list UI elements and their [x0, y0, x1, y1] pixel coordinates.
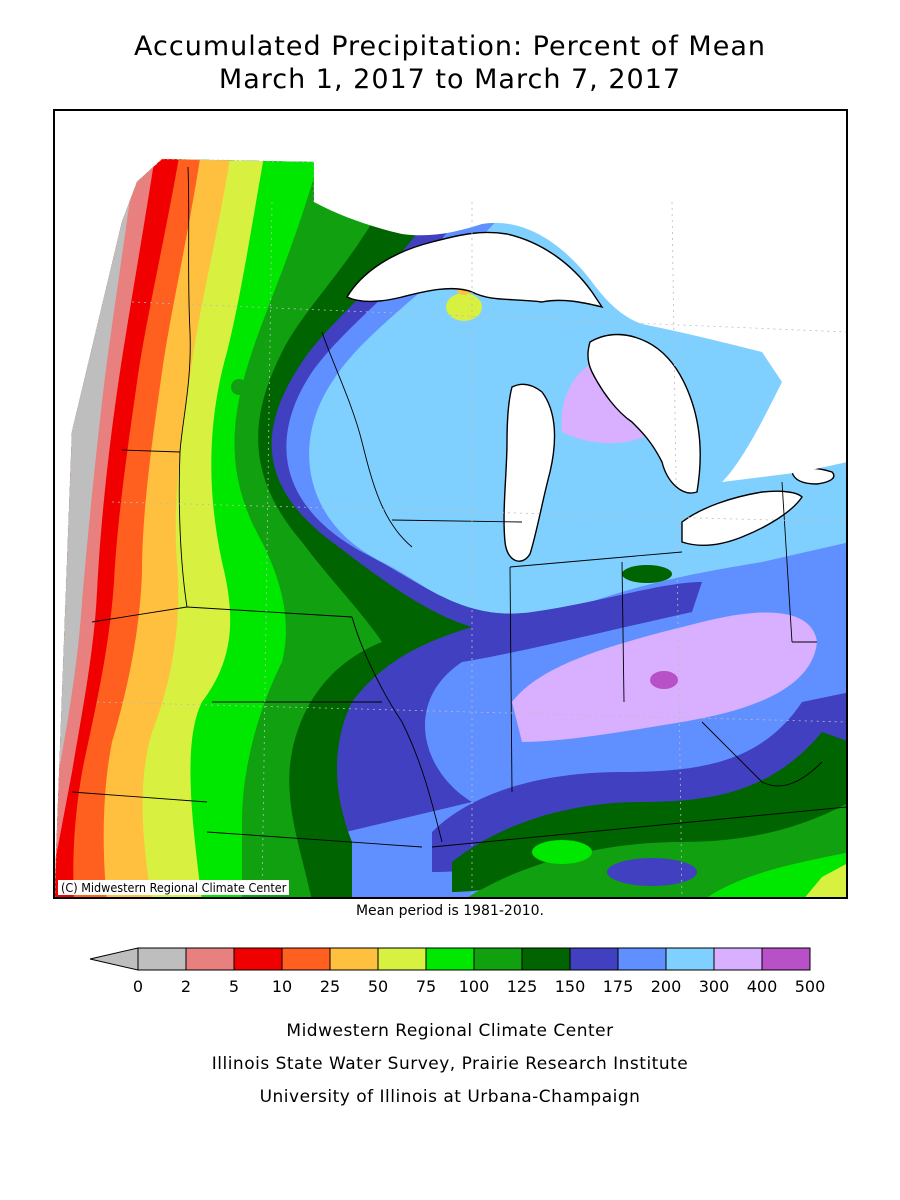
legend-tick-125: 125 [506, 977, 538, 996]
boundary-nd-sd [121, 449, 181, 453]
boundary-in-oh [621, 561, 625, 703]
legend-tick-50: 50 [367, 977, 389, 996]
legend-tick-175: 175 [602, 977, 634, 996]
legend-swatch-175-200 [617, 947, 667, 971]
legend-swatch-25-50 [329, 947, 379, 971]
boundary-mi-in [509, 551, 683, 568]
legend-swatch-300-400 [713, 947, 763, 971]
legend-tick-400: 400 [746, 977, 778, 996]
legend-swatch-150-175 [569, 947, 619, 971]
boundary-mn-wi [321, 331, 413, 548]
graticule [96, 201, 846, 897]
legend-swatch-200-300 [665, 947, 715, 971]
boundary-sd-mn [178, 451, 188, 608]
legend-tick-2: 2 [180, 977, 192, 996]
great-lakes [314, 162, 846, 562]
credit-line-2: Illinois State Water Survey, Prairie Res… [211, 1054, 689, 1074]
legend-tick-150: 150 [554, 977, 586, 996]
band-75-100-kentucky-spot [532, 840, 592, 864]
legend-tick-25: 25 [319, 977, 341, 996]
legend-arrow-below-0 [89, 947, 139, 971]
boundary-ky-tn [431, 806, 846, 848]
band-50-75-se-corner [802, 862, 846, 897]
legend-tick-100: 100 [458, 977, 490, 996]
band-150-175-ne-illinois [622, 565, 672, 583]
legend-swatch-10-25 [281, 947, 331, 971]
boundary-il-in [509, 566, 513, 793]
legend-swatch-100-125 [473, 947, 523, 971]
boundary-oh-pa [781, 481, 793, 643]
legend-tick-300: 300 [698, 977, 730, 996]
band-400-500-ohio [650, 671, 678, 689]
boundary-ia-il [351, 616, 443, 843]
legend-colorbar [89, 947, 811, 971]
band-125-150-minnesota-spot [231, 379, 247, 395]
credit-line-3: University of Illinois at Urbana-Champai… [259, 1087, 641, 1107]
legend-swatch-400-500 [761, 947, 811, 971]
legend-tick-0: 0 [132, 977, 144, 996]
legend-swatch-50-75 [377, 947, 427, 971]
copyright-label: (C) Midwestern Regional Climate Center [58, 880, 290, 895]
legend-tick-5: 5 [228, 977, 240, 996]
legend-swatch-125-150 [521, 947, 571, 971]
legend-tick-500: 500 [794, 977, 826, 996]
legend-tick-200: 200 [650, 977, 682, 996]
legend-swatch-2-5 [185, 947, 235, 971]
boundary-mo-ar [206, 831, 423, 848]
map-title-line-1: Accumulated Precipitation: Percent of Me… [134, 31, 766, 62]
boundary-oh-wv [701, 721, 823, 787]
lake-huron [587, 333, 701, 494]
lake-superior [345, 231, 604, 309]
legend-swatch-75-100 [425, 947, 475, 971]
boundary-ne-ks [71, 791, 208, 803]
legend-tick-75: 75 [415, 977, 437, 996]
state-boundaries [71, 166, 846, 848]
lake-erie [681, 490, 803, 546]
legend-swatch-0-2 [137, 947, 187, 971]
boundary-mn-ia [186, 606, 353, 618]
precipitation-map: (C) Midwestern Regional Climate Center [53, 109, 848, 899]
mean-period-note: Mean period is 1981-2010. [355, 903, 545, 919]
boundary-wi-il [391, 519, 523, 523]
band-50-75-upper-michigan [446, 293, 482, 321]
boundary-sd-ne [91, 606, 188, 623]
band-150-175-tennessee [607, 858, 697, 886]
legend-swatch-5-10 [233, 947, 283, 971]
legend-tick-10: 10 [271, 977, 293, 996]
domain-outline [55, 158, 846, 897]
canada-north [314, 162, 846, 482]
lake-michigan [503, 383, 556, 562]
credit-line-1: Midwestern Regional Climate Center [286, 1021, 614, 1041]
boundary-nd-mn [179, 166, 191, 453]
map-title-line-2: March 1, 2017 to March 7, 2017 [218, 64, 682, 95]
